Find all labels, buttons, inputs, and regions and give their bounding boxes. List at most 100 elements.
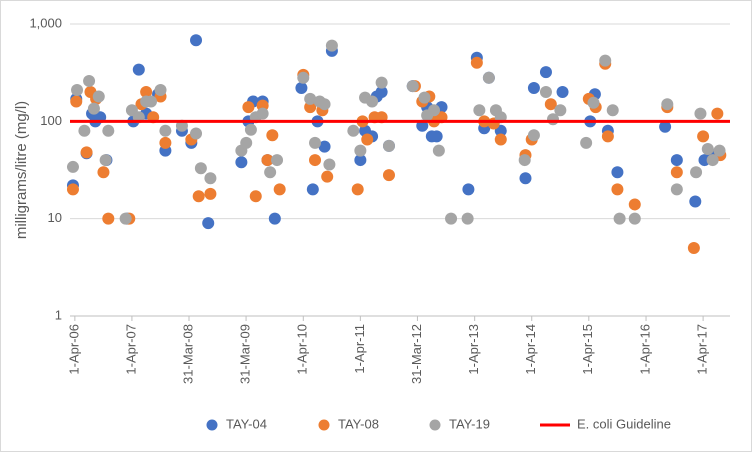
legend-label: TAY-19 [449, 416, 490, 431]
point [711, 107, 724, 120]
point [670, 166, 683, 179]
point [87, 102, 100, 115]
x-tick-label: 31-Mar-09 [238, 324, 253, 384]
y-tick-label: 1 [55, 307, 62, 322]
point [132, 63, 145, 76]
point [556, 86, 569, 99]
point [240, 136, 253, 149]
point [587, 96, 600, 109]
point [159, 124, 172, 137]
point [670, 154, 683, 167]
point [140, 86, 153, 99]
point [273, 183, 286, 196]
point [701, 142, 714, 155]
point [697, 130, 710, 143]
point [354, 154, 367, 167]
point [432, 144, 445, 157]
point [611, 183, 624, 196]
point [192, 190, 205, 203]
point [628, 212, 641, 225]
point [325, 39, 338, 52]
point [190, 127, 203, 140]
point [306, 183, 319, 196]
point [297, 71, 310, 84]
point [99, 154, 112, 167]
point [406, 80, 419, 93]
x-tick-label: 1-Apr-14 [523, 324, 538, 375]
point [366, 95, 379, 108]
point [244, 123, 257, 136]
x-tick-label: 1-Apr-10 [295, 324, 310, 375]
x-tick-label: 1-Apr-17 [695, 324, 710, 375]
point [382, 169, 395, 182]
point [580, 136, 593, 149]
point [354, 144, 367, 157]
point [154, 83, 167, 96]
point [159, 136, 172, 149]
point [102, 212, 115, 225]
x-tick-label: 1-Apr-11 [352, 324, 367, 374]
point [428, 104, 441, 117]
point [418, 91, 431, 104]
point [351, 183, 364, 196]
point [539, 86, 552, 99]
point [261, 154, 274, 167]
x-tick-label: 1-Apr-15 [580, 324, 595, 375]
point [470, 56, 483, 69]
y-tick-label: 100 [40, 113, 62, 128]
point [601, 130, 614, 143]
point [249, 190, 262, 203]
y-tick-label: 10 [48, 210, 62, 225]
point [445, 212, 458, 225]
point [461, 212, 474, 225]
point [670, 183, 683, 196]
point [323, 158, 336, 171]
point [66, 160, 79, 173]
point [304, 101, 317, 114]
x-tick-label: 1-Apr-16 [637, 324, 652, 375]
point [295, 82, 308, 95]
point [375, 86, 388, 99]
point [661, 98, 674, 111]
point [430, 130, 443, 143]
point [694, 107, 707, 120]
point [494, 133, 507, 146]
point [78, 124, 91, 137]
point [554, 104, 567, 117]
point [102, 124, 115, 137]
x-tick-label: 1-Apr-07 [123, 324, 138, 375]
x-tick-label: 31-Mar-08 [180, 324, 195, 384]
x-tick-label: 1-Apr-06 [66, 324, 81, 375]
point [309, 136, 322, 149]
point [361, 133, 374, 146]
point [321, 170, 334, 183]
point [92, 90, 105, 103]
point [687, 241, 700, 254]
point [268, 212, 281, 225]
legend-label: TAY-04 [226, 416, 267, 431]
point [304, 92, 317, 105]
legend-label: TAY-08 [338, 416, 379, 431]
point [264, 166, 277, 179]
point [659, 120, 672, 133]
point [519, 172, 532, 185]
y-axis-label: milligrams/litre (mg/l) [13, 101, 30, 239]
point [518, 154, 531, 167]
point [271, 154, 284, 167]
legend-marker [429, 419, 441, 431]
point [266, 129, 279, 142]
point [204, 172, 217, 185]
point [144, 95, 157, 108]
point [83, 74, 96, 87]
point [689, 195, 702, 208]
point [713, 144, 726, 157]
x-tick-label: 31-Mar-12 [409, 324, 424, 384]
point [71, 83, 84, 96]
point [318, 140, 331, 153]
point [611, 166, 624, 179]
point [204, 187, 217, 200]
point [382, 139, 395, 152]
point [628, 198, 641, 211]
